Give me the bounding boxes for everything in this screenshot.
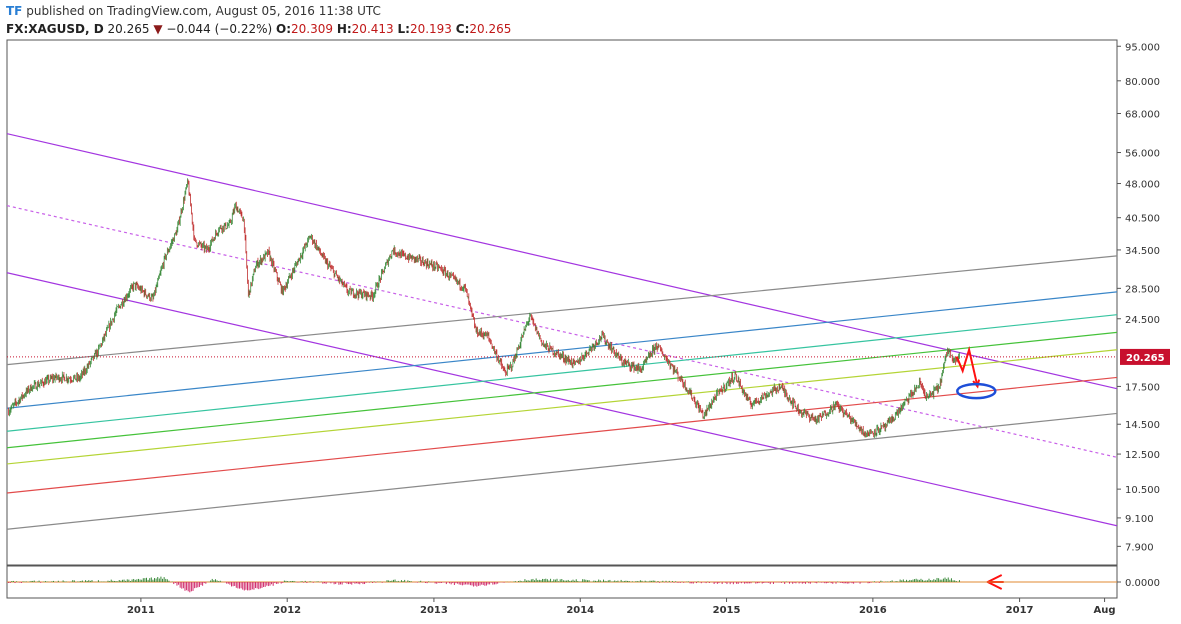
open-label: O: bbox=[276, 22, 291, 36]
trend-line-2 bbox=[7, 272, 1117, 527]
y-tick-label: 12.500 bbox=[1125, 450, 1160, 461]
y-tick-label: 10.500 bbox=[1125, 485, 1160, 496]
trend-lines bbox=[7, 133, 1117, 530]
y-tick-label: 7.900 bbox=[1125, 542, 1154, 553]
y-tick-label: 68.000 bbox=[1125, 109, 1160, 120]
symbol-line: FX:XAGUSD, D 20.265 ▼ −0.044 (−0.22%) O:… bbox=[6, 22, 511, 36]
last-price-badge bbox=[1120, 348, 1170, 365]
y-tick-label: 40.500 bbox=[1125, 214, 1160, 225]
triangle-down-icon: ▼ bbox=[153, 22, 163, 36]
close-value: 20.265 bbox=[469, 22, 512, 36]
x-tick-label: 2016 bbox=[859, 605, 887, 616]
y-tick-label: 14.500 bbox=[1125, 420, 1160, 431]
tradingview-logo[interactable]: TF bbox=[6, 4, 23, 18]
forecast-arrow-head bbox=[972, 379, 981, 389]
y-tick-label: 48.000 bbox=[1125, 180, 1160, 191]
open-value: 20.309 bbox=[291, 22, 333, 36]
last-price-value: 20.265 bbox=[107, 22, 150, 36]
low-label: L: bbox=[397, 22, 410, 36]
y-tick-label: 9.100 bbox=[1125, 514, 1154, 525]
y-tick-label: 95.000 bbox=[1125, 42, 1160, 53]
y-tick-label: 28.500 bbox=[1125, 284, 1160, 295]
trend-line-8 bbox=[7, 376, 1117, 494]
x-tick-label: 2011 bbox=[127, 605, 155, 616]
x-tick-label: 2014 bbox=[566, 605, 594, 616]
y-tick-label: 24.500 bbox=[1125, 315, 1160, 326]
close-label: C: bbox=[455, 22, 470, 36]
trend-line-7 bbox=[7, 349, 1117, 465]
price-pane-frame bbox=[6, 39, 1118, 566]
red-forecast-arrow bbox=[955, 345, 979, 387]
price-series bbox=[8, 178, 960, 438]
y-tick-label: 34.500 bbox=[1125, 246, 1160, 257]
x-tick-label: 2013 bbox=[420, 605, 448, 616]
indicator-tick-label: 0.0000 bbox=[1125, 578, 1160, 589]
trend-line-6 bbox=[7, 331, 1117, 449]
chart-header: TF published on TradingView.com, August … bbox=[0, 0, 1181, 40]
x-tick-label: 2017 bbox=[1006, 605, 1034, 616]
indicator-series bbox=[7, 576, 1117, 593]
y-tick-label: 80.000 bbox=[1125, 77, 1160, 88]
trend-line-3 bbox=[7, 255, 1117, 366]
price-change: −0.044 (−0.22%) bbox=[166, 22, 273, 36]
x-tick-label: Aug bbox=[1094, 605, 1116, 616]
last-price-label: 20.265 bbox=[1126, 353, 1165, 364]
target-ellipse bbox=[956, 382, 997, 400]
low-value: 20.193 bbox=[409, 22, 452, 36]
trend-line-1 bbox=[7, 205, 1117, 458]
trend-line-5 bbox=[7, 314, 1117, 432]
y-tick-label: 17.500 bbox=[1125, 382, 1160, 393]
trend-line-0 bbox=[7, 133, 1117, 390]
publish-line: TF published on TradingView.com, August … bbox=[6, 4, 381, 18]
high-value: 20.413 bbox=[351, 22, 394, 36]
y-tick-label: 56.000 bbox=[1125, 149, 1160, 160]
trend-line-9 bbox=[7, 412, 1117, 530]
high-label: H: bbox=[336, 22, 352, 36]
x-tick-label: 2015 bbox=[713, 605, 741, 616]
x-tick-label: 2012 bbox=[273, 605, 301, 616]
symbol-name: FX:XAGUSD, D bbox=[6, 22, 104, 36]
trend-line-4 bbox=[7, 291, 1117, 409]
published-text: published on TradingView.com, August 05,… bbox=[26, 4, 381, 18]
